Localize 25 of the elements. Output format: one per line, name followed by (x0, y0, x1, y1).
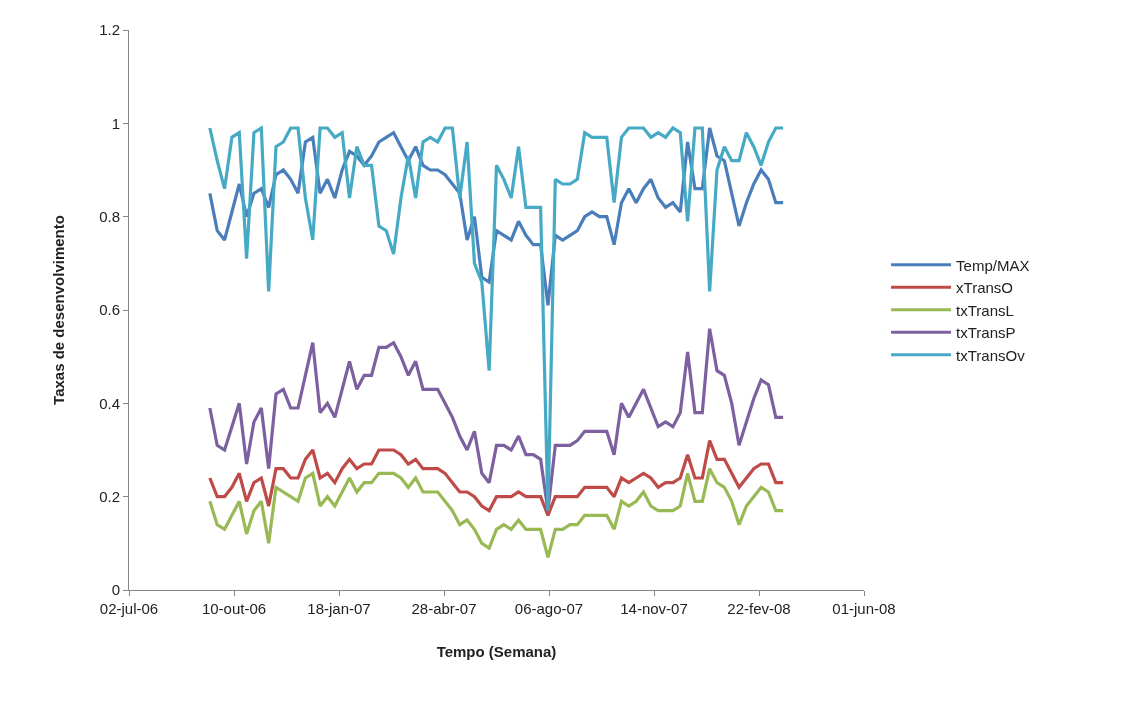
x-axis-title: Tempo (Semana) (436, 643, 557, 660)
x-tick-label: 18-jan-07 (307, 600, 371, 617)
x-tick-label: 02-jul-06 (99, 600, 159, 617)
y-tick-label: 1 (111, 114, 120, 132)
legend-label: txTransOv (956, 346, 1026, 364)
y-tick-label: 0.8 (99, 207, 120, 225)
x-tick-label: 28-abr-07 (411, 600, 477, 617)
y-tick-label: 0.6 (99, 301, 120, 319)
legend-label: txTransP (956, 324, 1016, 342)
legend-label: Temp/MAX (956, 256, 1030, 274)
y-tick-label: 0.4 (99, 394, 120, 412)
line-series (208, 439, 785, 517)
line-series (208, 467, 785, 559)
x-tick-label: 10-out-06 (201, 600, 267, 617)
y-axis-title: Taxas de desenvolvimento (50, 215, 68, 405)
x-tick-label: 01-jun-08 (832, 600, 896, 617)
line-series (208, 126, 785, 513)
legend-label: txTransL (956, 301, 1014, 319)
legend-label: xTransO (956, 279, 1013, 297)
y-tick-label: 0.2 (99, 487, 120, 505)
y-tick-label: 0 (111, 581, 120, 599)
x-tick-label: 22-fev-08 (727, 600, 791, 617)
x-tick-label: 14-nov-07 (620, 600, 688, 617)
x-tick-label: 06-ago-07 (514, 600, 584, 617)
y-tick-label: 1.2 (99, 21, 120, 39)
